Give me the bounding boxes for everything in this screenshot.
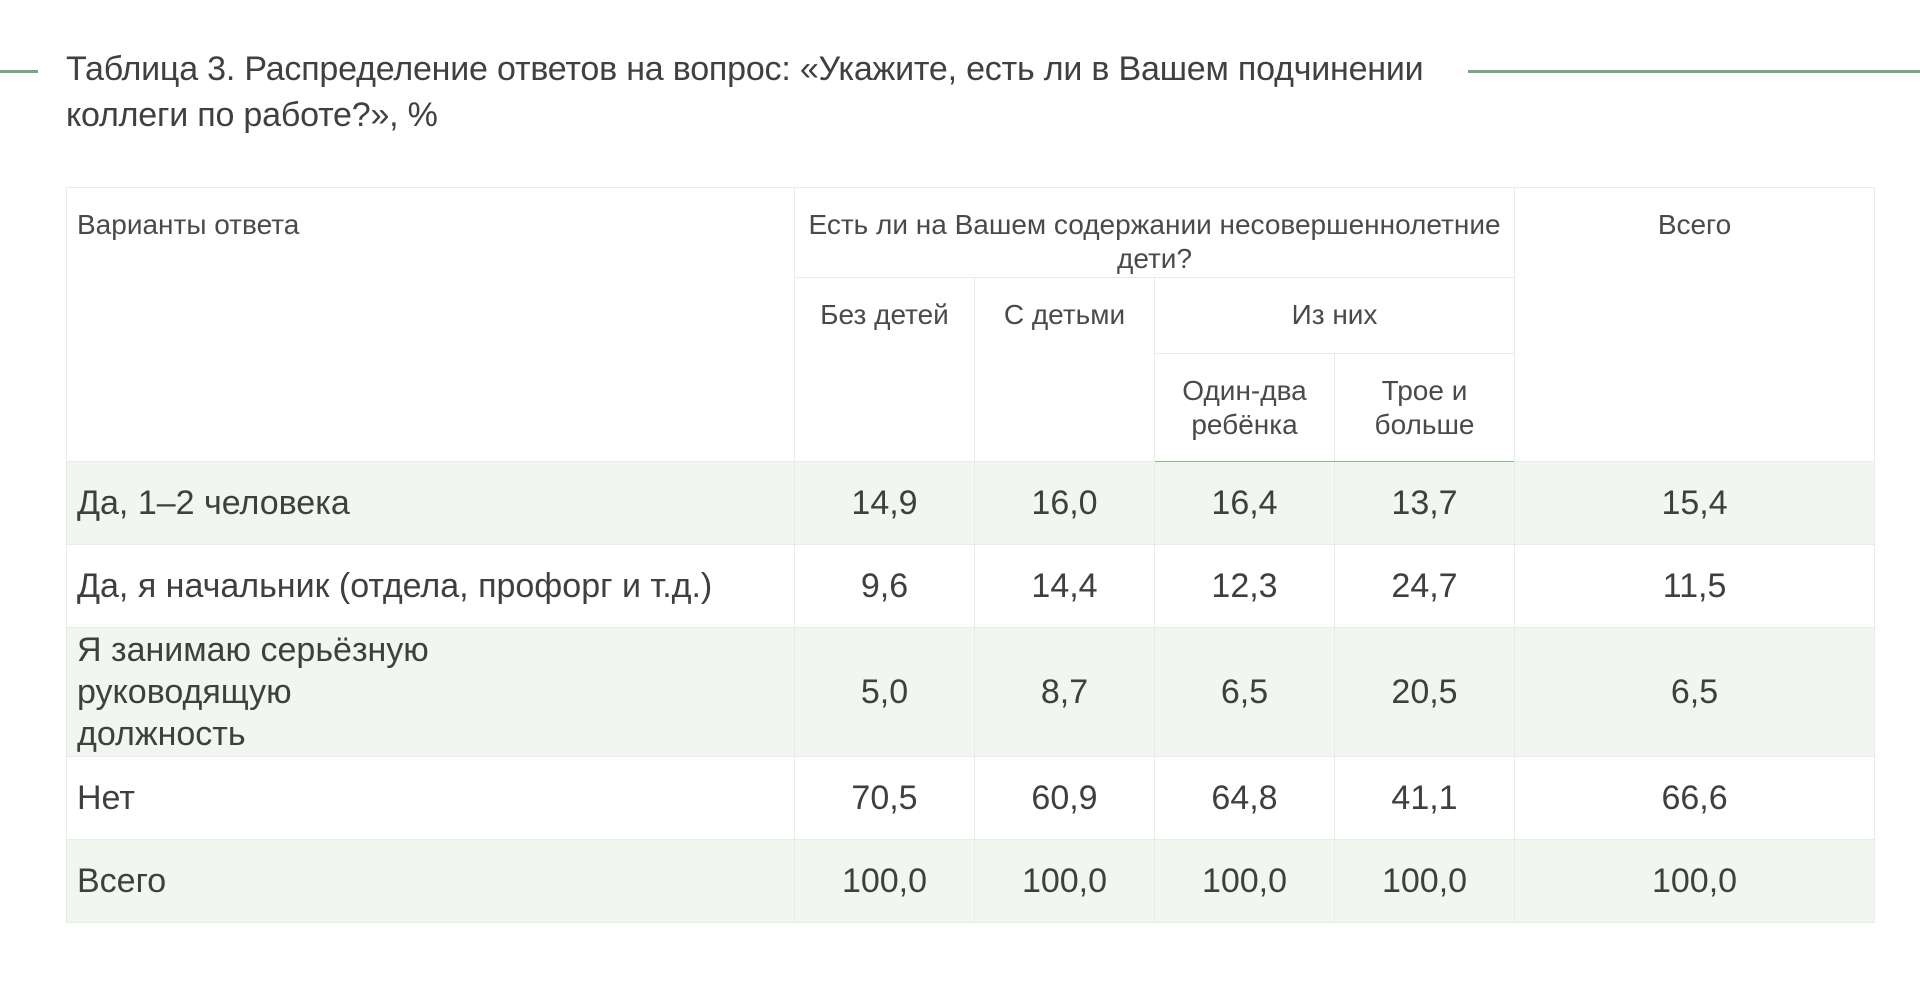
- header-one-two-children: Один-два ребёнка: [1154, 353, 1335, 462]
- row-label: Я занимаю серьёзную руководящую должност…: [66, 627, 795, 757]
- page-title: Таблица 3. Распределение ответов на вопр…: [66, 50, 1424, 134]
- cell-three-plus-children: 20,5: [1333, 627, 1516, 757]
- cell-one-two-children: 64,8: [1154, 756, 1335, 840]
- cell-without-children: 14,9: [794, 461, 975, 545]
- cell-total: 6,5: [1514, 627, 1876, 757]
- cell-with-children: 8,7: [974, 627, 1155, 757]
- cell-without-children: 70,5: [794, 756, 975, 840]
- table-row: Всего 100,0 100,0 100,0 100,0 100,0: [66, 839, 1876, 923]
- data-table: Варианты ответа Есть ли на Вашем содержа…: [66, 187, 1876, 923]
- cell-without-children: 100,0: [794, 839, 975, 923]
- row-label: Всего: [66, 839, 795, 923]
- row-label: Да, 1–2 человека: [66, 461, 795, 545]
- row-label: Нет: [66, 756, 795, 840]
- cell-one-two-children: 100,0: [1154, 839, 1335, 923]
- cell-total: 100,0: [1514, 839, 1876, 923]
- cell-three-plus-children: 24,7: [1333, 544, 1516, 628]
- cell-with-children: 100,0: [974, 839, 1155, 923]
- cell-without-children: 9,6: [794, 544, 975, 628]
- header-three-plus-children: Трое и больше: [1333, 353, 1516, 462]
- cell-without-children: 5,0: [794, 627, 975, 757]
- cell-one-two-children: 16,4: [1154, 461, 1335, 545]
- cell-with-children: 60,9: [974, 756, 1155, 840]
- cell-with-children: 14,4: [974, 544, 1155, 628]
- header-total: Всего: [1514, 187, 1876, 462]
- table-row: Я занимаю серьёзную руководящую должност…: [66, 627, 1876, 757]
- header-answer-options: Варианты ответа: [66, 187, 795, 462]
- table-row: Да, 1–2 человека 14,9 16,0 16,4 13,7 15,…: [66, 461, 1876, 545]
- row-label: Да, я начальник (отдела, профорг и т.д.): [66, 544, 795, 628]
- table-row: Да, я начальник (отдела, профорг и т.д.)…: [66, 544, 1876, 628]
- cell-three-plus-children: 13,7: [1333, 461, 1516, 545]
- cell-with-children: 16,0: [974, 461, 1155, 545]
- accent-line-left: [0, 70, 38, 73]
- table-row: Нет 70,5 60,9 64,8 41,1 66,6: [66, 756, 1876, 840]
- header-of-them: Из них: [1153, 277, 1516, 354]
- header-with-children: С детьми: [974, 277, 1155, 462]
- cell-three-plus-children: 100,0: [1333, 839, 1516, 923]
- header-without-children: Без детей: [794, 277, 975, 462]
- header-group-question: Есть ли на Вашем содержании несовершенно…: [793, 187, 1516, 278]
- cell-total: 11,5: [1514, 544, 1876, 628]
- accent-line-right: [1468, 70, 1920, 73]
- cell-total: 66,6: [1514, 756, 1876, 840]
- cell-total: 15,4: [1514, 461, 1876, 545]
- cell-one-two-children: 12,3: [1154, 544, 1335, 628]
- cell-one-two-children: 6,5: [1154, 627, 1335, 757]
- cell-three-plus-children: 41,1: [1333, 756, 1516, 840]
